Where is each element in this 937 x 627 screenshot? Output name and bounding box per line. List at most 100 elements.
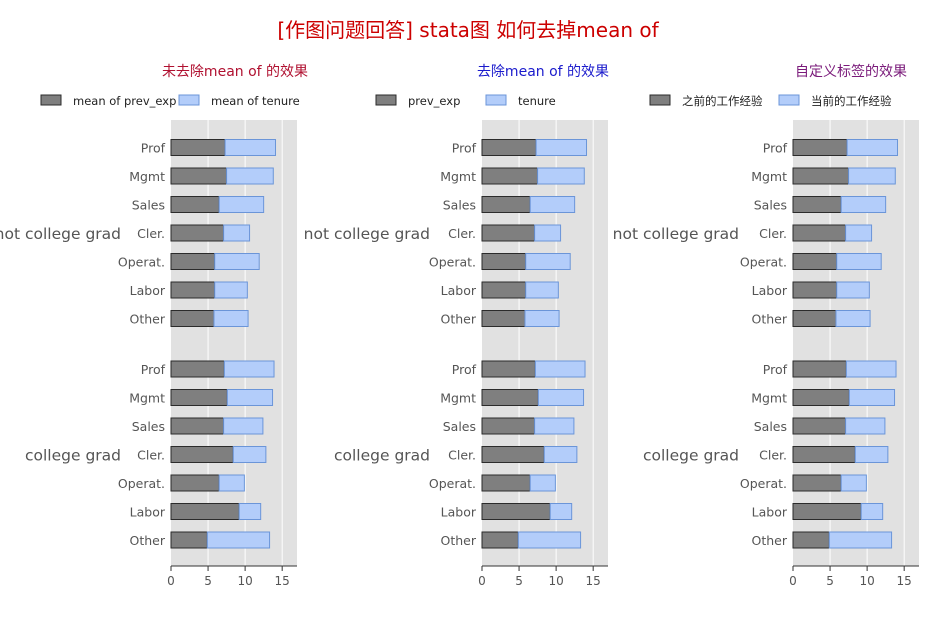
bar-2-Cler-s1 — [481, 446, 545, 463]
plot-background — [482, 120, 608, 566]
category-label: Operat. — [740, 255, 787, 270]
bar-2-Sales-s2 — [223, 417, 264, 435]
bar-2-Prof-s2 — [534, 360, 586, 378]
bar-1-Other-s2 — [835, 310, 871, 327]
bar-2-Sales-s2 — [845, 417, 886, 435]
bar-1-Operat-s1 — [170, 253, 216, 270]
category-label: Prof — [763, 362, 788, 377]
category-label: Labor — [752, 505, 788, 520]
bar-1-Operat-s1 — [481, 253, 527, 270]
bar-1-Labor-s1 — [481, 281, 527, 299]
bar-2-Operat-s1 — [481, 474, 531, 492]
bar-2-Mgmt-s1 — [792, 389, 850, 406]
group-label: not college grad — [0, 225, 121, 243]
bar-2-Labor-s1 — [481, 503, 551, 520]
chart-panel-2: 去除mean of 的效果 prev_exp tenure Prof Mgmt Sales… — [304, 64, 609, 588]
group-label: college grad — [25, 447, 121, 465]
category-label: Other — [441, 533, 477, 548]
x-tick-label: 10 — [548, 574, 563, 588]
bar-1-Mgmt-s2 — [537, 167, 585, 185]
bar-2-Cler-s1 — [792, 446, 856, 463]
category-label: Labor — [752, 283, 788, 298]
category-label: Labor — [130, 505, 166, 520]
bar-2-Mgmt-s2 — [848, 389, 896, 406]
category-label: Labor — [441, 283, 477, 298]
bar-1-Sales-s1 — [481, 196, 531, 213]
legend-label-1: 之前的工作经验 — [682, 94, 763, 108]
bar-2-Other-s1 — [481, 531, 519, 549]
bar-1-Mgmt-s2 — [226, 167, 274, 185]
bar-2-Sales-s1 — [481, 417, 536, 435]
category-label: Other — [752, 312, 788, 327]
group-label: college grad — [643, 447, 739, 465]
x-tick-label: 0 — [789, 574, 797, 588]
legend-label-2: mean of tenure — [211, 94, 300, 108]
category-label: Cler. — [759, 448, 787, 463]
category-label: Operat. — [118, 255, 165, 270]
category-label: Sales — [132, 419, 165, 434]
bar-2-Prof-s2 — [223, 360, 275, 378]
panel-title: 未去除mean of 的效果 — [162, 64, 308, 80]
bar-2-Other-s2 — [828, 531, 893, 549]
category-label: Other — [130, 312, 166, 327]
bar-2-Sales-s1 — [792, 417, 847, 435]
plot-background — [171, 120, 297, 566]
x-tick-label: 5 — [204, 574, 212, 588]
x-tick-label: 15 — [586, 574, 601, 588]
page-title: [作图问题回答] stata图 如何去掉mean of — [277, 18, 659, 42]
bar-2-Cler-s1 — [170, 446, 234, 463]
category-label: Operat. — [429, 255, 476, 270]
chart-panel-1: 未去除mean of 的效果 mean of prev_exp mean of te… — [0, 64, 308, 588]
legend-swatch-1 — [40, 94, 62, 106]
category-label: Sales — [754, 198, 787, 213]
category-label: Cler. — [137, 226, 165, 241]
bar-1-Sales-s2 — [840, 196, 887, 213]
x-tick-label: 0 — [167, 574, 175, 588]
bar-1-Labor-s1 — [792, 281, 838, 299]
bar-1-Cler-s1 — [792, 224, 847, 242]
legend-swatch-2 — [485, 94, 507, 106]
bar-2-Prof-s2 — [845, 360, 897, 378]
group-label: not college grad — [613, 225, 739, 243]
bar-1-Operat-s2 — [214, 253, 260, 270]
x-tick-label: 5 — [515, 574, 523, 588]
category-label: Labor — [441, 505, 477, 520]
bar-2-Labor-s2 — [860, 503, 884, 520]
bar-2-Other-s1 — [792, 531, 830, 549]
bar-2-Operat-s2 — [840, 474, 867, 492]
category-label: Prof — [141, 141, 166, 156]
bar-1-Sales-s2 — [529, 196, 576, 213]
plot-background — [793, 120, 919, 566]
bar-2-Mgmt-s1 — [170, 389, 228, 406]
bar-2-Prof-s1 — [481, 360, 536, 378]
category-label: Other — [130, 533, 166, 548]
bar-2-Cler-s2 — [543, 446, 578, 463]
category-label: Operat. — [118, 476, 165, 491]
bar-1-Sales-s2 — [218, 196, 265, 213]
bar-1-Prof-s2 — [846, 139, 899, 156]
group-label: not college grad — [304, 225, 430, 243]
bar-1-Mgmt-s1 — [170, 167, 228, 185]
category-label: Sales — [443, 198, 476, 213]
bar-1-Operat-s2 — [836, 253, 882, 270]
legend-label-1: prev_exp — [408, 94, 460, 108]
bar-2-Other-s2 — [517, 531, 582, 549]
legend-swatch-2 — [778, 94, 800, 106]
category-label: Operat. — [429, 476, 476, 491]
x-tick-label: 10 — [237, 574, 252, 588]
bar-1-Prof-s1 — [481, 139, 537, 156]
bar-1-Prof-s1 — [170, 139, 226, 156]
legend-swatch-1 — [649, 94, 671, 106]
category-label: Cler. — [759, 226, 787, 241]
category-label: Prof — [763, 141, 788, 156]
category-label: Prof — [452, 141, 477, 156]
bar-1-Sales-s1 — [792, 196, 842, 213]
bar-2-Operat-s1 — [792, 474, 842, 492]
bar-1-Operat-s2 — [525, 253, 571, 270]
category-label: Mgmt — [129, 169, 165, 184]
bar-1-Prof-s2 — [535, 139, 588, 156]
bar-1-Prof-s1 — [792, 139, 848, 156]
panel-title: 去除mean of 的效果 — [477, 64, 609, 80]
x-tick-label: 10 — [859, 574, 874, 588]
